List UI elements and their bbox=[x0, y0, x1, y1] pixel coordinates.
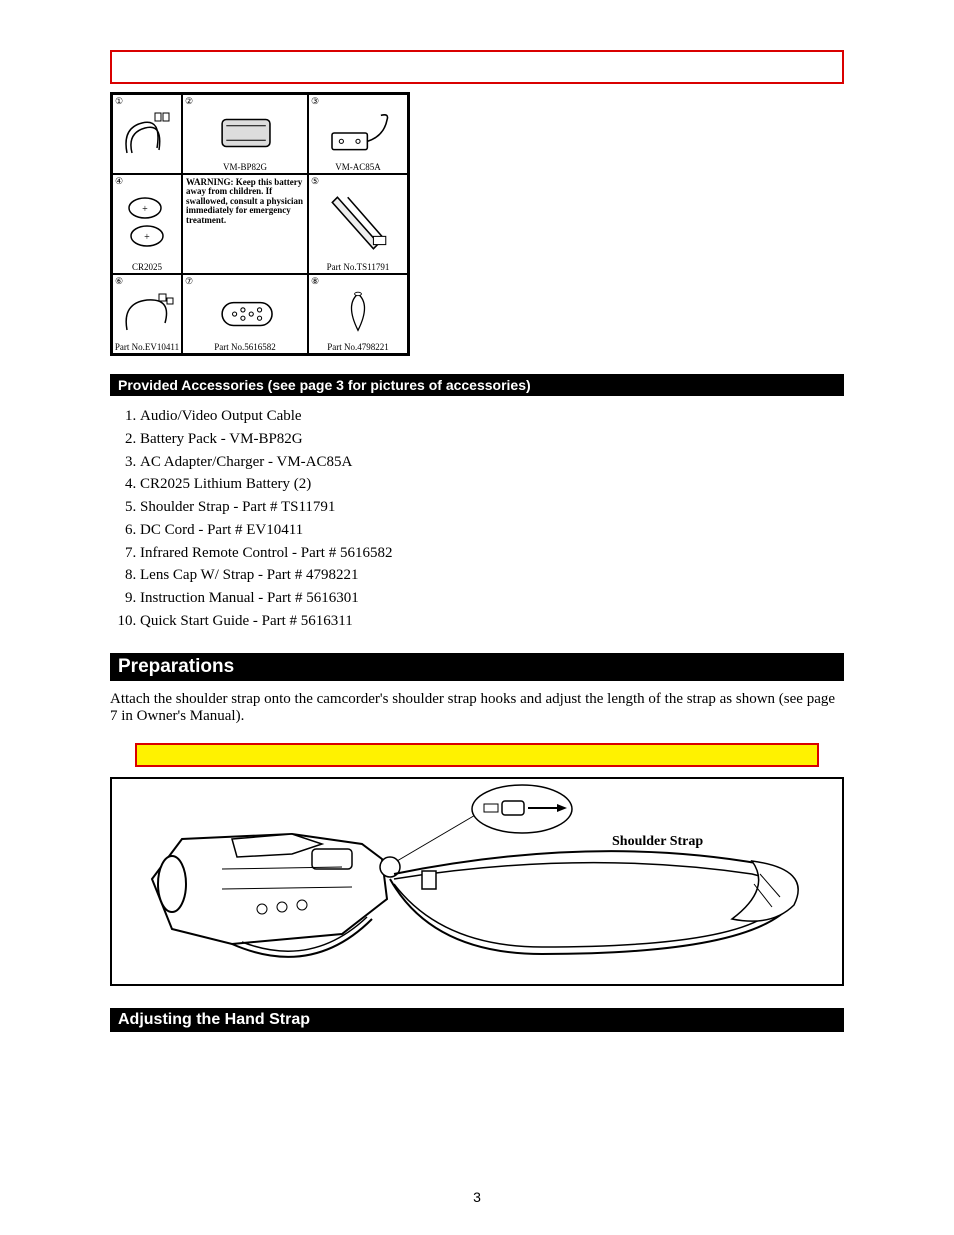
list-item: Shoulder Strap - Part # TS11791 bbox=[140, 497, 844, 519]
cell-caption: Part No.TS11791 bbox=[309, 262, 407, 272]
strap-label: Shoulder Strap bbox=[612, 834, 703, 850]
grid-cell-2: ② VM-BP82G bbox=[182, 94, 308, 174]
grid-cell-7: ⑦ Part No.5616582 bbox=[182, 274, 308, 354]
cell-num: ① bbox=[115, 96, 123, 107]
list-item: AC Adapter/Charger - VM-AC85A bbox=[140, 452, 844, 474]
cell-num: ⑤ bbox=[311, 176, 319, 187]
lens-cap-strap-icon bbox=[313, 287, 403, 339]
shoulder-strap-figure: Shoulder Strap bbox=[110, 777, 844, 986]
ac-adapter-icon bbox=[313, 107, 403, 159]
page-number: 3 bbox=[0, 1189, 954, 1205]
header-accessories: Provided Accessories (see page 3 for pic… bbox=[110, 374, 844, 396]
grid-cell-warning: WARNING: Keep this battery away from chi… bbox=[182, 174, 308, 274]
list-item: Audio/Video Output Cable bbox=[140, 406, 844, 428]
grid-cell-8: ⑧ Part No.4798221 bbox=[308, 274, 408, 354]
cell-caption: Part No.5616582 bbox=[183, 342, 307, 352]
shoulder-strap-icon bbox=[313, 187, 403, 259]
cell-caption: Part No.4798221 bbox=[309, 342, 407, 352]
accessories-list: Audio/Video Output CableBattery Pack - V… bbox=[110, 406, 844, 633]
list-item: DC Cord - Part # EV10411 bbox=[140, 520, 844, 542]
header-hand-strap: Adjusting the Hand Strap bbox=[110, 1008, 844, 1032]
list-item: Instruction Manual - Part # 5616301 bbox=[140, 588, 844, 610]
preparations-body: Attach the shoulder strap onto the camco… bbox=[110, 691, 844, 725]
cell-caption: Part No.EV10411 bbox=[113, 342, 181, 352]
list-item: Quick Start Guide - Part # 5616311 bbox=[140, 611, 844, 633]
cell-num: ⑦ bbox=[185, 276, 193, 287]
accessories-grid: ① ② VM-BP82G ③ bbox=[110, 92, 410, 356]
list-item: Infrared Remote Control - Part # 5616582 bbox=[140, 543, 844, 565]
warning-text: WARNING: Keep this battery away from chi… bbox=[183, 175, 307, 228]
svg-text:+: + bbox=[144, 232, 150, 243]
coin-cell-icon: + + bbox=[117, 187, 177, 259]
yellow-banner bbox=[135, 743, 819, 767]
list-item: Lens Cap W/ Strap - Part # 4798221 bbox=[140, 565, 844, 587]
cell-num: ② bbox=[185, 96, 193, 107]
cell-num: ③ bbox=[311, 96, 319, 107]
svg-text:+: + bbox=[142, 204, 148, 215]
grid-cell-5: ⑤ Part No.TS11791 bbox=[308, 174, 408, 274]
list-item: CR2025 Lithium Battery (2) bbox=[140, 474, 844, 496]
cell-num: ⑥ bbox=[115, 276, 123, 287]
remote-icon bbox=[187, 287, 303, 339]
grid-cell-6: ⑥ Part No.EV10411 bbox=[112, 274, 182, 354]
grid-cell-3: ③ VM-AC85A bbox=[308, 94, 408, 174]
red-banner bbox=[110, 50, 844, 84]
grid-cell-4: ④ + + CR2025 bbox=[112, 174, 182, 274]
cell-caption: VM-BP82G bbox=[183, 162, 307, 172]
cell-caption: CR2025 bbox=[113, 262, 181, 272]
list-item: Battery Pack - VM-BP82G bbox=[140, 429, 844, 451]
cell-caption: VM-AC85A bbox=[309, 162, 407, 172]
battery-pack-icon bbox=[187, 107, 303, 159]
cell-num: ④ bbox=[115, 176, 123, 187]
grid-cell-1: ① bbox=[112, 94, 182, 174]
header-preparations: Preparations bbox=[110, 653, 844, 681]
av-cable-icon bbox=[117, 107, 177, 159]
dc-cord-icon bbox=[117, 287, 177, 339]
cell-num: ⑧ bbox=[311, 276, 319, 287]
